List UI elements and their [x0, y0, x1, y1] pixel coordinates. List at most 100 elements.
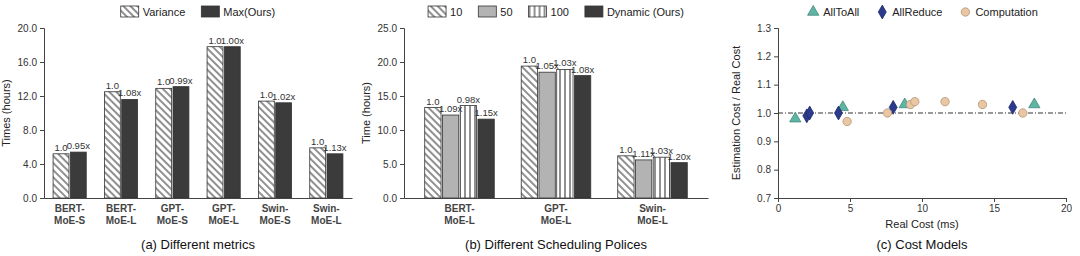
- legend-entry: AllToAll: [808, 5, 860, 18]
- x-axis: BERT-MoE-SBERT-MoE-LGPT-MoE-SGPT-MoE-LSw…: [45, 198, 353, 226]
- y-tick-label: 0.8: [757, 164, 771, 175]
- bar: [224, 47, 240, 198]
- bar: [207, 47, 223, 198]
- bar: [635, 160, 651, 198]
- caption: (b) Different Scheduling Polices: [465, 237, 647, 252]
- legend-label: Max(Ours): [223, 6, 275, 18]
- x-tick-label-line: Swin-: [262, 203, 289, 214]
- y-tick-mark: [400, 28, 404, 29]
- y-tick-mark: [40, 164, 44, 165]
- y-tick-mark: [774, 141, 778, 142]
- legend: 1050100Dynamic (Ours): [428, 6, 684, 18]
- x-tick-label: Swin-MoE-S: [259, 203, 290, 226]
- bar-annotation: 1.0: [523, 54, 536, 65]
- bar: [258, 101, 274, 198]
- y-axis-title: Time (hours): [360, 82, 372, 144]
- x-tick-label: 15: [989, 203, 1001, 214]
- x-tick-label: 0: [776, 203, 782, 214]
- x-tick-mark: [994, 198, 995, 202]
- x-axis-line: [779, 199, 1067, 203]
- plot-area: 0.70.80.91.01.11.21.3Estimation Cost / R…: [730, 23, 1072, 230]
- y-tick: 10.0: [378, 125, 404, 136]
- bars: [425, 66, 688, 198]
- x-tick-label-line: GPT-: [544, 203, 567, 214]
- panel: 0.05.010.015.020.025.0Time (hours)BERT-M…: [360, 6, 709, 252]
- bar: [104, 92, 120, 198]
- y-tick: 25.0: [378, 23, 404, 34]
- x-tick: 5: [848, 198, 854, 214]
- bar: [671, 163, 687, 198]
- bar-annotation: 1.02x: [272, 91, 295, 102]
- y-tick: 1.1: [757, 79, 778, 90]
- y-tick-label: 8.0: [23, 125, 37, 136]
- x-tick-label: BERT-MoE-S: [54, 203, 85, 226]
- y-tick: 0.0: [383, 193, 404, 204]
- y-tick: 1.0: [757, 108, 778, 119]
- x-axis-line: [45, 198, 353, 199]
- x-tick-label: 5: [848, 203, 854, 214]
- legend-swatch: [428, 6, 446, 17]
- x-tick-label-line: MoE-L: [541, 215, 572, 226]
- x-tick-mark: [778, 198, 779, 202]
- y-tick-label: 20.0: [18, 23, 38, 34]
- y-tick: 1.3: [757, 23, 778, 34]
- bar: [460, 106, 476, 198]
- legend-label: Variance: [143, 6, 186, 18]
- y-tick-mark: [400, 198, 404, 199]
- bar-annotation: 1.0: [208, 35, 221, 46]
- y-tick: 0.0: [23, 193, 44, 204]
- y-axis: 0.70.80.91.01.11.21.3: [757, 23, 778, 204]
- y-axis-title: Times (hours): [0, 79, 12, 146]
- legend-entry: Variance: [121, 6, 186, 18]
- y-tick-label: 0.7: [757, 193, 771, 204]
- x-tick-label: 10: [917, 203, 929, 214]
- y-tick-mark: [40, 28, 44, 29]
- y-tick: 0.9: [757, 136, 778, 147]
- legend-swatch: [585, 6, 603, 17]
- y-tick-mark: [40, 130, 44, 131]
- bar-annotation: 1.0: [426, 96, 439, 107]
- x-tick-label: BERT-MoE-L: [444, 203, 475, 226]
- point: [1029, 98, 1040, 108]
- x-tick-label: Swin-MoE-L: [311, 203, 342, 226]
- y-tick-label: 16.0: [18, 57, 38, 68]
- bar-annotation: 1.0: [106, 80, 119, 91]
- x-axis-title: Real Cost (ms): [885, 218, 958, 230]
- x-tick-mark: [850, 198, 851, 202]
- x-tick-label-line: MoE-S: [157, 215, 188, 226]
- bar-annotation: 1.13x: [323, 142, 346, 153]
- x-tick-label-line: MoE-S: [259, 215, 290, 226]
- y-tick: 20.0: [378, 57, 404, 68]
- bar: [653, 157, 669, 198]
- x-tick-label-line: GPT-: [212, 203, 235, 214]
- legend-entry: 50: [478, 6, 512, 18]
- y-tick-mark: [40, 198, 44, 199]
- x-tick-label-line: BERT-: [55, 203, 85, 214]
- bar-annotation: 1.0: [157, 76, 170, 87]
- bar: [310, 148, 326, 198]
- legend-label: 100: [551, 6, 569, 18]
- y-tick-mark: [40, 96, 44, 97]
- bar-annotation: 1.0: [619, 144, 632, 155]
- bar-annotation: 1.08x: [118, 87, 141, 98]
- point: [834, 106, 842, 120]
- y-tick: 0.7: [757, 193, 778, 204]
- y-tick-label: 10.0: [378, 125, 398, 136]
- legend-swatch: [201, 6, 219, 17]
- x-tick: 10: [917, 198, 929, 214]
- legend-label: 50: [500, 6, 512, 18]
- y-tick: 4.0: [23, 159, 44, 170]
- x-tick: Swin-MoE-S: [259, 198, 290, 226]
- bar: [425, 108, 441, 198]
- y-tick-label: 5.0: [383, 159, 397, 170]
- chart-svg: 0.04.08.012.016.020.0Times (hours)BERT-M…: [0, 0, 1080, 256]
- y-tick-label: 0.9: [757, 136, 771, 147]
- x-tick: Swin-MoE-L: [637, 198, 668, 226]
- x-tick-label-line: Swin-: [313, 203, 340, 214]
- bar: [618, 156, 634, 198]
- bar: [557, 69, 573, 198]
- y-tick-label: 1.0: [757, 108, 771, 119]
- legend-entry: 10: [428, 6, 462, 18]
- y-tick: 16.0: [18, 57, 44, 68]
- panel: 0.04.08.012.016.020.0Times (hours)BERT-M…: [0, 6, 353, 252]
